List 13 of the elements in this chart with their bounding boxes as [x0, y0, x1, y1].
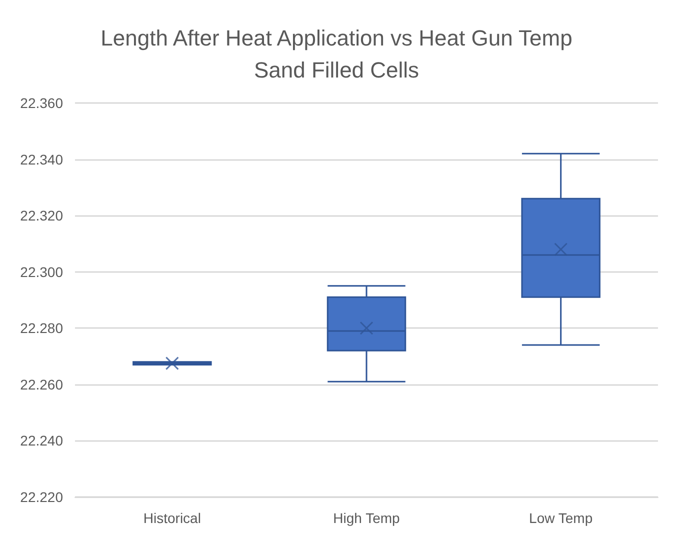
y-tick-label: 22.240 — [20, 432, 64, 449]
chart-subtitle: Sand Filled Cells — [254, 58, 420, 82]
y-tick-label: 22.280 — [20, 320, 64, 336]
y-tick-label: 22.260 — [20, 376, 64, 392]
x-tick-label: Low Temp — [529, 510, 593, 526]
x-tick-label: High Temp — [333, 510, 400, 526]
chart-title: Length After Heat Application vs Heat Gun Temp — [100, 26, 572, 50]
y-tick-label: 22.220 — [20, 489, 64, 505]
y-tick-label: 22.360 — [20, 95, 64, 111]
x-tick-label: Historical — [143, 510, 201, 526]
y-tick-label: 22.300 — [20, 264, 64, 280]
y-tick-label: 22.340 — [20, 151, 64, 168]
y-tick-label: 22.320 — [20, 208, 64, 224]
